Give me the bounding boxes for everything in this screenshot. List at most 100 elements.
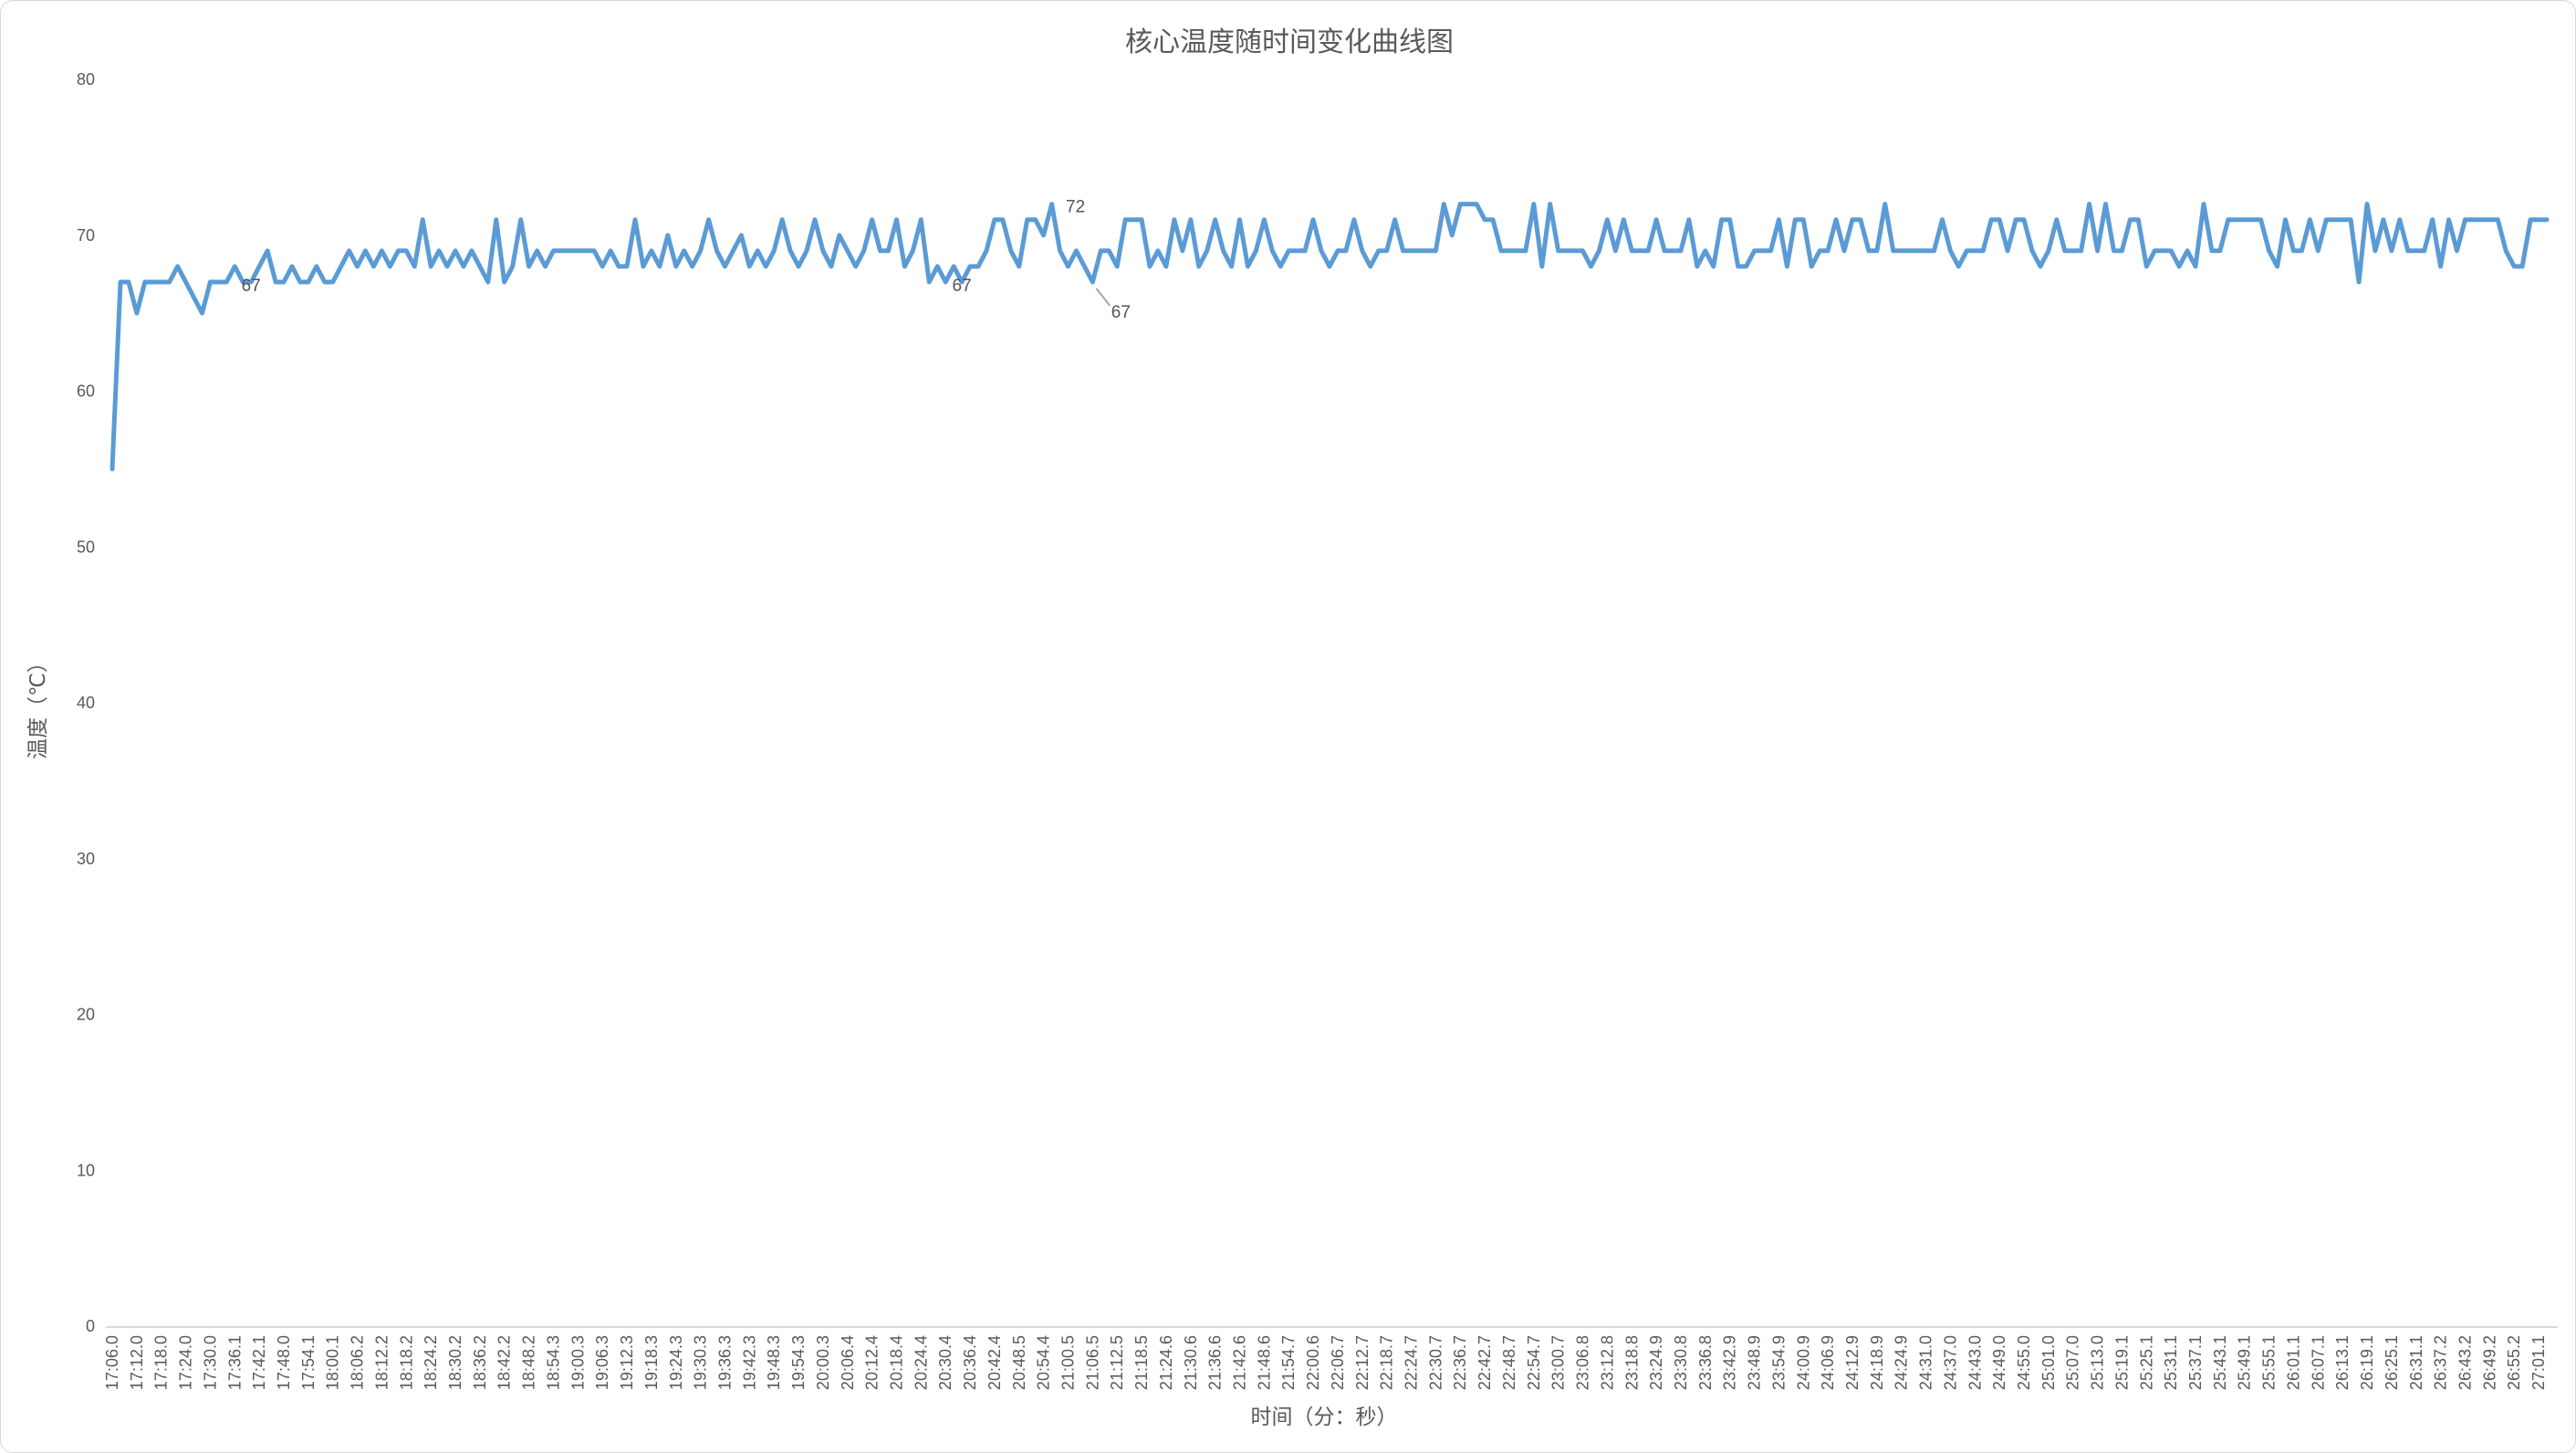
x-tick-label: 25:19.1	[2112, 1335, 2131, 1390]
x-tick-label: 18:30.2	[446, 1335, 464, 1390]
x-tick-label: 23:54.9	[1769, 1335, 1788, 1390]
x-tick-label: 22:36.7	[1451, 1335, 1469, 1390]
x-axis-tick-labels: 17:06.0 17:12.0 17:18.0 17:24.0 17:30.0 17:36…	[103, 1335, 2548, 1390]
x-tick-label: 18:42.2	[495, 1335, 514, 1390]
y-tick-label: 60	[77, 382, 95, 401]
temperature-line	[110, 202, 2550, 472]
annotation-leader-line	[1095, 287, 1111, 307]
x-tick-label: 17:18.0	[152, 1335, 171, 1390]
data-point-label: 67	[953, 277, 972, 296]
temperature-series	[110, 202, 2550, 472]
x-tick-label: 18:12.2	[372, 1335, 391, 1390]
x-tick-label: 26:43.2	[2456, 1335, 2474, 1390]
y-tick-label: 80	[77, 70, 95, 89]
x-tick-label: 26:25.1	[2383, 1335, 2401, 1390]
x-tick-label: 21:42.6	[1231, 1335, 1249, 1390]
x-tick-label: 23:24.9	[1647, 1335, 1665, 1390]
x-tick-label: 19:12.3	[618, 1335, 636, 1390]
x-tick-label: 20:48.5	[1010, 1335, 1028, 1390]
x-tick-label: 22:30.7	[1426, 1335, 1444, 1390]
x-tick-label: 26:55.2	[2505, 1335, 2523, 1390]
x-tick-label: 20:12.4	[863, 1335, 881, 1390]
x-tick-label: 23:00.7	[1549, 1335, 1568, 1390]
x-tick-label: 25:25.1	[2137, 1335, 2155, 1390]
x-tick-label: 24:12.9	[1843, 1335, 1862, 1390]
x-tick-label: 23:48.9	[1746, 1335, 1764, 1390]
x-tick-label: 23:12.8	[1598, 1335, 1616, 1390]
y-tick-label: 70	[77, 226, 95, 245]
x-tick-label: 19:18.3	[642, 1335, 661, 1390]
x-tick-label: 18:18.2	[397, 1335, 415, 1390]
x-tick-label: 22:48.7	[1500, 1335, 1518, 1390]
x-tick-label: 17:12.0	[128, 1335, 146, 1390]
x-tick-label: 25:07.0	[2064, 1335, 2082, 1390]
x-tick-label: 19:30.3	[692, 1335, 710, 1390]
y-tick-label: 0	[86, 1317, 95, 1335]
x-tick-label: 22:18.7	[1378, 1335, 1396, 1390]
y-axis-tick-labels: 0 10 20 30 40 50 60 70 80	[77, 70, 95, 1335]
x-tick-label: 21:06.5	[1083, 1335, 1101, 1390]
x-tick-label: 24:00.9	[1794, 1335, 1812, 1390]
y-tick-label: 20	[77, 1006, 95, 1024]
x-tick-label: 21:48.6	[1255, 1335, 1273, 1390]
x-tick-label: 17:30.0	[201, 1335, 219, 1390]
x-tick-label: 24:43.0	[1966, 1335, 1984, 1390]
x-tick-label: 17:06.0	[103, 1335, 121, 1390]
x-tick-label: 18:54.3	[544, 1335, 562, 1390]
x-tick-label: 18:00.1	[324, 1335, 342, 1390]
x-tick-label: 26:19.1	[2358, 1335, 2376, 1390]
x-tick-label: 26:31.1	[2407, 1335, 2425, 1390]
x-tick-label: 21:24.6	[1157, 1335, 1175, 1390]
x-tick-label: 19:06.3	[593, 1335, 611, 1390]
data-label-annotations: 67 67 72 67	[242, 198, 1131, 322]
x-tick-label: 26:07.1	[2309, 1335, 2327, 1390]
x-tick-label: 19:36.3	[715, 1335, 734, 1390]
x-tick-label: 26:13.1	[2333, 1335, 2352, 1390]
x-tick-label: 19:24.3	[667, 1335, 685, 1390]
x-tick-label: 21:18.5	[1132, 1335, 1151, 1390]
y-tick-label: 40	[77, 694, 95, 712]
x-tick-label: 22:00.6	[1304, 1335, 1322, 1390]
x-tick-label: 19:48.3	[765, 1335, 783, 1390]
x-tick-label: 20:24.4	[912, 1335, 930, 1390]
y-axis-title: 温度（℃）	[26, 652, 49, 759]
x-tick-label: 21:54.7	[1279, 1335, 1298, 1390]
x-tick-label: 19:54.3	[789, 1335, 808, 1390]
x-tick-label: 19:00.3	[568, 1335, 587, 1390]
x-tick-label: 18:48.2	[520, 1335, 538, 1390]
x-tick-label: 26:37.2	[2432, 1335, 2450, 1390]
x-tick-label: 17:24.0	[177, 1335, 195, 1390]
y-tick-label: 30	[77, 850, 95, 868]
x-tick-label: 25:37.1	[2186, 1335, 2205, 1390]
x-tick-label: 21:30.6	[1182, 1335, 1200, 1390]
x-tick-label: 22:24.7	[1403, 1335, 1421, 1390]
x-tick-label: 24:06.9	[1819, 1335, 1837, 1390]
x-tick-label: 25:01.0	[2039, 1335, 2058, 1390]
x-tick-label: 25:13.0	[2089, 1335, 2107, 1390]
x-tick-label: 24:55.0	[2015, 1335, 2033, 1390]
x-tick-label: 20:36.4	[961, 1335, 979, 1390]
chart-title: 核心温度随时间变化曲线图	[1125, 27, 1454, 57]
x-tick-label: 22:06.7	[1329, 1335, 1347, 1390]
y-tick-label: 10	[77, 1161, 95, 1179]
x-tick-label: 21:36.6	[1206, 1335, 1225, 1390]
x-tick-label: 20:30.4	[936, 1335, 954, 1390]
x-tick-label: 24:49.0	[1990, 1335, 2008, 1390]
x-tick-label: 25:55.1	[2260, 1335, 2279, 1390]
x-tick-label: 20:54.4	[1035, 1335, 1053, 1390]
x-tick-label: 17:48.0	[275, 1335, 293, 1390]
x-tick-label: 17:36.1	[225, 1335, 244, 1390]
x-tick-label: 25:43.1	[2211, 1335, 2229, 1390]
x-axis-title: 时间（分：秒）	[1250, 1405, 1398, 1428]
x-tick-label: 18:24.2	[422, 1335, 440, 1390]
x-tick-label: 18:36.2	[471, 1335, 489, 1390]
x-tick-label: 22:54.7	[1525, 1335, 1543, 1390]
x-tick-label: 22:12.7	[1353, 1335, 1371, 1390]
x-tick-label: 23:06.8	[1574, 1335, 1592, 1390]
x-tick-label: 23:42.9	[1721, 1335, 1739, 1390]
data-point-label: 72	[1066, 198, 1085, 217]
x-tick-label: 18:06.2	[349, 1335, 367, 1390]
x-tick-label: 23:18.8	[1622, 1335, 1641, 1390]
